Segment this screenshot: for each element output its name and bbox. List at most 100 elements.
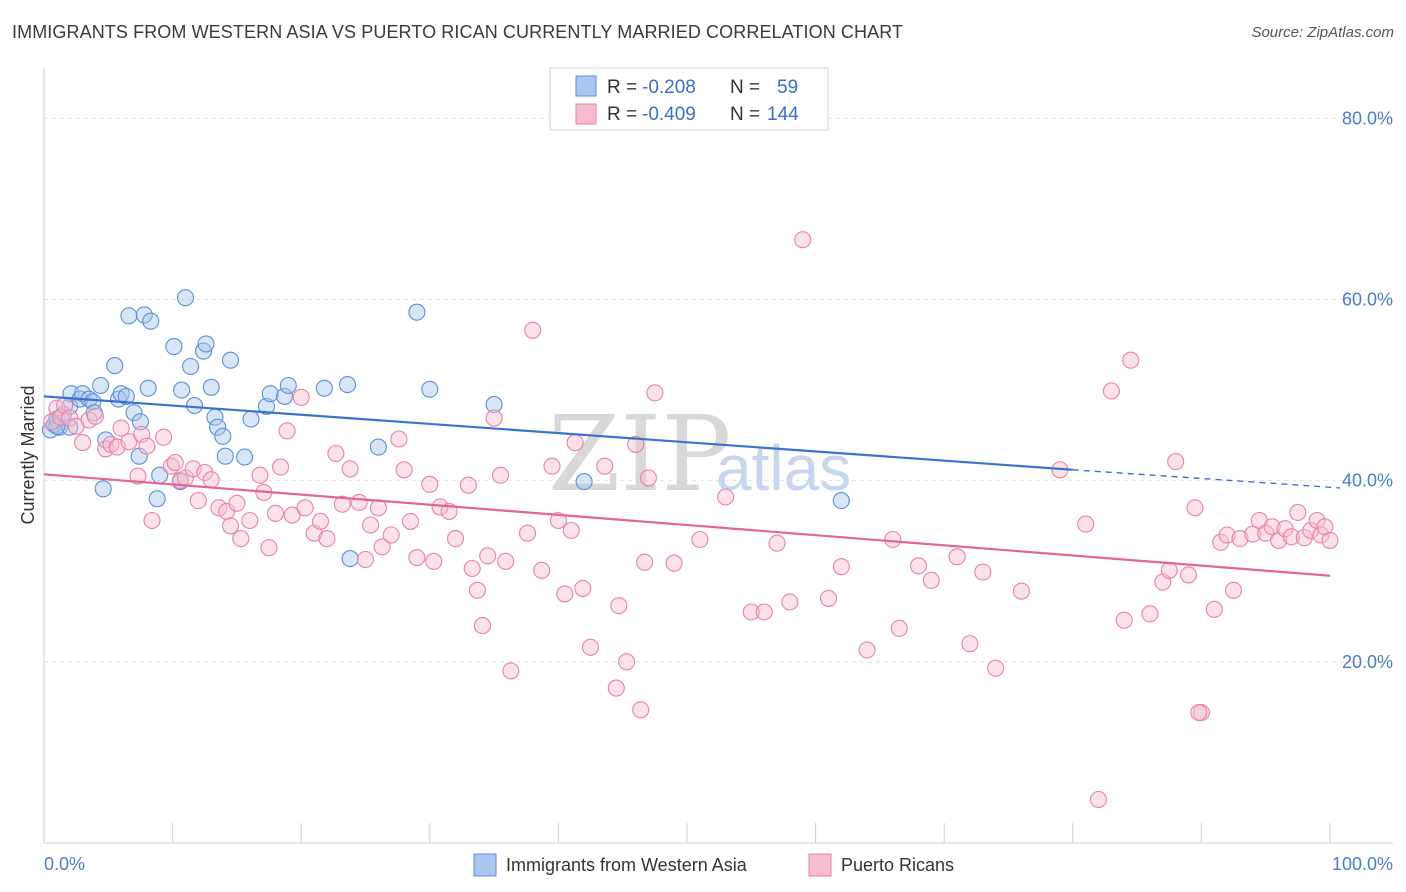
point-puerto-ricans [408,549,426,567]
point-puerto-ricans [74,434,92,452]
point-puerto-ricans [401,512,420,530]
point-puerto-ricans [533,561,551,579]
point-puerto-ricans [1190,704,1208,722]
point-puerto-ricans [1302,521,1320,540]
point-puerto-ricans [120,433,138,451]
point-puerto-ricans [382,526,400,544]
point-puerto-ricans [781,593,799,611]
point-western-asia [485,396,503,414]
point-puerto-ricans [166,453,184,472]
point-western-asia [214,427,232,445]
point-puerto-ricans [890,619,908,637]
point-puerto-ricans [251,466,269,484]
point-puerto-ricans [632,701,650,719]
watermark: ZIP atlas [548,393,851,515]
point-western-asia [832,492,850,510]
x-tick-label: 100.0% [1332,854,1393,874]
stats-legend-box: R = -0.208 N = 59 R = -0.409 N = 144 [549,67,829,131]
point-puerto-ricans [155,428,173,446]
point-puerto-ricans [221,517,240,535]
point-puerto-ricans [296,499,314,517]
series-legend: Immigrants from Western Asia Puerto Rica… [473,853,954,877]
stats-n-label-2: N = [730,104,760,125]
point-puerto-ricans [327,444,345,463]
point-puerto-ricans [479,547,497,565]
point-puerto-ricans [717,488,735,506]
point-puerto-ricans [390,430,408,448]
trend-lines [43,395,1341,577]
point-western-asia [92,376,110,395]
point-puerto-ricans [1122,351,1140,369]
point-puerto-ricans [1231,530,1249,548]
point-puerto-ricans [356,550,375,569]
point-puerto-ricans [1289,503,1307,521]
point-puerto-ricans [636,553,654,571]
point-western-asia [338,376,357,394]
point-puerto-ricans [1257,524,1275,542]
point-puerto-ricans [138,437,156,455]
point-western-asia [257,397,276,415]
point-puerto-ricans [549,511,567,530]
y-tick-label: 80.0% [1342,108,1393,128]
point-puerto-ricans [278,422,296,440]
watermark-atlas: atlas [716,432,851,504]
point-western-asia [131,413,149,431]
point-puerto-ricans [922,571,940,589]
point-puerto-ricans [884,530,902,549]
x-tick-label: 0.0% [44,854,85,874]
point-puerto-ricans [283,506,301,524]
point-puerto-ricans [646,384,664,402]
point-western-asia [176,289,195,307]
point-puerto-ricans [755,603,773,621]
point-western-asia [341,550,359,568]
y-tick-label: 40.0% [1342,471,1393,491]
point-puerto-ricans [86,407,104,425]
point-puerto-ricans [1089,790,1108,809]
point-puerto-ricans [241,511,259,530]
point-puerto-ricans [596,457,614,475]
y-tick-label: 60.0% [1342,289,1393,309]
point-puerto-ricans [1212,533,1230,551]
point-puerto-ricans [362,516,380,534]
point-puerto-ricans [768,534,786,552]
y-axis-label: Currently Married [18,385,38,524]
point-western-asia [216,447,234,465]
point-puerto-ricans [1263,518,1281,536]
point-puerto-ricans [1077,515,1095,533]
point-puerto-ricans [1167,453,1185,471]
stats-n-label-1: N = [730,77,760,98]
point-puerto-ricans [129,467,147,485]
point-puerto-ricans [1224,581,1243,599]
point-puerto-ricans [1295,529,1313,547]
point-western-asia [209,418,227,436]
stats-r-value-1: -0.208 [642,77,696,98]
point-puerto-ricans [1218,526,1236,544]
point-western-asia [279,376,297,395]
point-western-asia [421,380,439,398]
point-puerto-ricans [832,558,850,576]
point-puerto-ricans [341,460,359,478]
point-puerto-ricans [1141,605,1159,623]
point-puerto-ricans [497,552,515,570]
point-puerto-ricans [691,530,709,549]
point-western-asia [139,379,157,397]
chart-title: IMMIGRANTS FROM WESTERN ASIA VS PUERTO R… [12,22,904,42]
point-puerto-ricans [395,461,413,479]
point-puerto-ricans [742,603,760,621]
point-puerto-ricans [446,530,465,548]
point-puerto-ricans [112,419,130,437]
point-puerto-ricans [543,457,561,475]
trend-line-western-asia [43,395,1073,471]
point-puerto-ricans [1012,582,1030,600]
watermark-zip: ZIP [548,393,731,515]
point-puerto-ricans [581,638,600,656]
point-western-asia [173,381,191,399]
point-puerto-ricans [468,581,486,599]
point-puerto-ricans [260,539,278,557]
point-western-asia [315,379,333,397]
point-western-asia [120,307,138,325]
point-western-asia [261,385,279,403]
point-puerto-ricans [463,559,481,578]
point-puerto-ricans [607,679,625,697]
